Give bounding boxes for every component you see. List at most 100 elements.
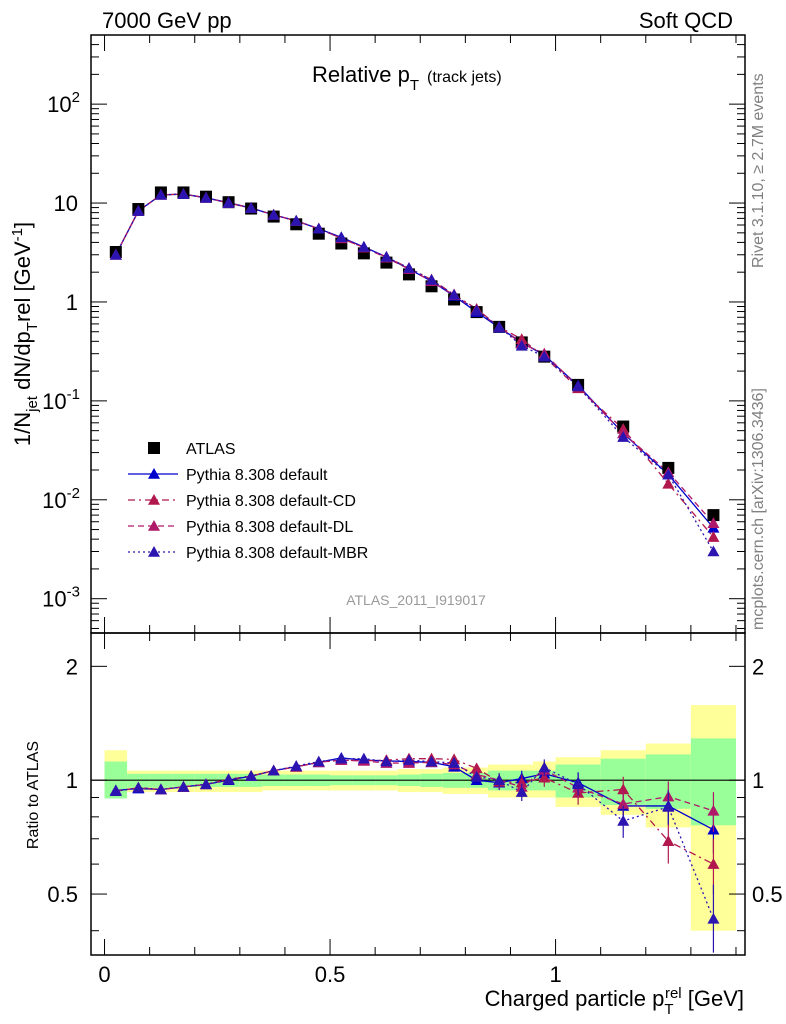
ratio-point <box>177 780 190 792</box>
mc-point <box>267 208 280 220</box>
ratio-point <box>470 770 483 782</box>
y-tick-label: 0.5 <box>47 882 78 907</box>
mc-point <box>515 339 528 351</box>
ratio-point <box>290 760 303 771</box>
y-tick-label: 10-2 <box>42 485 80 513</box>
y-tick-label: 10-3 <box>42 584 80 612</box>
rivet-label: Rivet 3.1.10, ≥ 2.7M events <box>750 73 767 268</box>
mc-point <box>290 214 303 226</box>
x-axis-label: Charged particle pTrel [GeV] <box>485 985 744 1018</box>
ratio-point <box>617 798 630 809</box>
legend-marker <box>148 468 160 479</box>
x-tick-label: 1 <box>549 962 561 987</box>
ratio-panel-frame <box>90 632 746 956</box>
ratio-point <box>312 755 325 767</box>
mc-point <box>312 222 325 234</box>
mc-point <box>538 350 551 362</box>
ratio-point <box>380 755 393 767</box>
mc-point <box>357 240 370 252</box>
mc-point <box>402 262 415 273</box>
legend-marker <box>148 520 160 531</box>
legend-label: Pythia 8.308 default-DL <box>186 519 353 536</box>
mc-point <box>109 248 122 260</box>
ratio-point <box>154 783 167 795</box>
ratio-line <box>115 758 714 865</box>
ratio-point <box>493 774 506 785</box>
legend-marker <box>148 442 160 454</box>
data-point <box>707 509 720 522</box>
mc-point <box>470 304 483 316</box>
y-tick-label: 10 <box>54 191 78 216</box>
ratio-point <box>222 773 235 785</box>
ratio-panel: 0 0.5 1 0.5 0.5 1 1 2 2 Ratio to ATLAS Charged p… <box>25 632 783 1018</box>
ratio-point <box>132 781 145 793</box>
ratio-point <box>707 912 720 924</box>
header-category: Soft QCD <box>639 8 733 33</box>
data-point <box>357 247 370 260</box>
mc-point <box>222 197 235 208</box>
y-tick-label: 10-1 <box>42 386 80 414</box>
ratio-point <box>335 752 348 764</box>
legend-label: ATLAS <box>186 441 236 458</box>
main-y-axis-label: 1/Njet dN/dpTrel [GeV-1] <box>9 222 41 446</box>
y-tick-label-right: 2 <box>752 654 764 679</box>
mc-point <box>707 545 720 557</box>
y-tick-label: 102 <box>47 89 80 117</box>
ratio-point <box>470 762 483 774</box>
legend-label: Pythia 8.308 default-MBR <box>186 545 368 562</box>
ratio-point <box>662 835 675 846</box>
legend: ATLAS Pythia 8.308 default Pythia 8.308 de… <box>128 441 368 562</box>
ratio-point <box>707 858 720 869</box>
mc-point <box>448 288 461 300</box>
legend-marker <box>148 546 160 557</box>
mc-point <box>425 273 438 285</box>
y-tick-label: 1 <box>66 290 78 315</box>
mc-point <box>707 517 720 528</box>
y-tick-label-right: 0.5 <box>752 882 783 907</box>
ratio-point <box>267 764 280 776</box>
mc-point <box>493 320 506 332</box>
ratio-point <box>617 815 630 826</box>
analysis-watermark: ATLAS_2011_I919017 <box>346 592 486 608</box>
ratio-y-axis-label: Ratio to ATLAS <box>25 741 42 849</box>
ratio-point <box>109 785 122 797</box>
ratio-point <box>448 757 461 768</box>
mc-point <box>335 231 348 243</box>
y-tick-label-right: 1 <box>752 768 764 793</box>
x-tick-label: 0 <box>98 962 110 987</box>
mc-point <box>662 468 675 480</box>
y-tick-label: 1 <box>66 768 78 793</box>
ratio-line <box>115 758 715 920</box>
ratio-point <box>425 755 438 767</box>
legend-marker <box>148 494 160 505</box>
ratio-point <box>200 778 213 790</box>
ratio-point <box>402 754 415 765</box>
mc-point <box>707 531 720 542</box>
plot-title: Relative pT (track jets) <box>312 62 502 94</box>
mc-point <box>154 188 167 200</box>
mc-point <box>245 202 258 213</box>
legend-label: Pythia 8.308 default <box>186 467 328 484</box>
ratio-point <box>662 800 675 812</box>
mc-point <box>572 380 585 392</box>
ratio-point <box>538 761 551 773</box>
y-tick-label: 2 <box>66 654 78 679</box>
ratio-point <box>617 783 630 795</box>
legend-label: Pythia 8.308 default-CD <box>186 493 356 510</box>
mc-point <box>200 191 213 203</box>
ratio-point <box>357 752 370 764</box>
mc-point <box>177 188 190 199</box>
mc-point <box>380 250 393 262</box>
header-energy: 7000 GeV pp <box>102 8 232 33</box>
mc-point <box>132 205 145 216</box>
ratio-point <box>707 804 720 816</box>
ratio-point <box>245 770 258 781</box>
ratio-point <box>572 778 585 790</box>
main-panel: 10-3 10-2 10-1 1 10 102 Relative pT (track jet… <box>9 34 746 634</box>
mcplots-label: mcplots.cern.ch [arXiv:1306.3436] <box>750 388 767 630</box>
x-tick-label: 0.5 <box>315 962 346 987</box>
ratio-line <box>115 759 714 812</box>
mc-point <box>662 477 675 489</box>
series-line <box>115 193 714 552</box>
